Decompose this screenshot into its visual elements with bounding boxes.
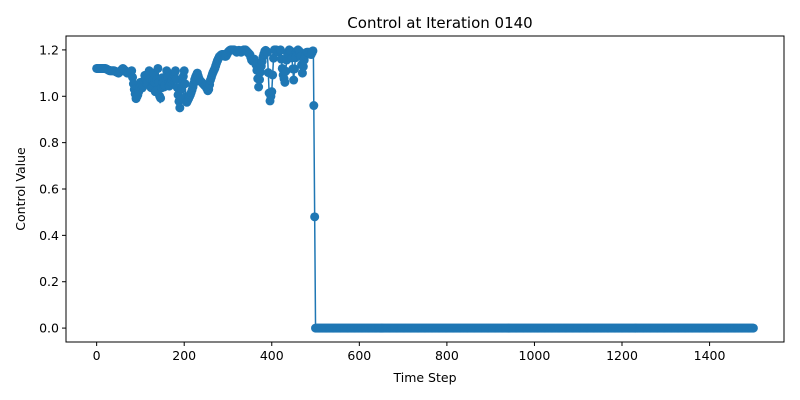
y-tick-label: 1.2 <box>39 42 59 57</box>
data-point <box>748 323 758 333</box>
data-point <box>153 63 163 73</box>
data-point <box>262 47 272 57</box>
data-point <box>308 46 318 56</box>
data-point <box>180 79 190 89</box>
y-tick-label: 0.4 <box>39 228 59 243</box>
x-axis-title: Time Step <box>392 370 456 385</box>
data-point <box>280 77 290 87</box>
x-axis: 0 200 400 600 800 1000 1200 1400 <box>93 342 726 363</box>
y-axis: 0.0 0.2 0.4 0.6 0.8 1.0 1.2 <box>39 42 66 336</box>
data-point <box>255 75 265 85</box>
plot-area <box>92 45 758 333</box>
data-point <box>276 45 286 55</box>
data-point <box>309 101 319 111</box>
x-tick-label: 600 <box>347 348 371 363</box>
y-tick-label: 1.0 <box>39 89 59 104</box>
y-axis-title: Control Value <box>13 147 28 231</box>
data-point <box>290 64 300 74</box>
data-point <box>179 66 189 76</box>
y-tick-label: 0.0 <box>39 321 59 336</box>
data-point <box>267 87 277 97</box>
data-point <box>310 212 320 222</box>
y-tick-label: 0.8 <box>39 135 59 150</box>
data-point <box>289 75 299 85</box>
data-point <box>281 66 291 76</box>
y-tick-label: 0.6 <box>39 182 59 197</box>
y-tick-label: 0.2 <box>39 274 59 289</box>
chart-title: Control at Iteration 0140 <box>347 14 532 32</box>
series-markers <box>92 45 758 333</box>
x-tick-label: 1400 <box>694 348 726 363</box>
x-tick-label: 200 <box>172 348 196 363</box>
x-tick-label: 1000 <box>519 348 551 363</box>
x-tick-label: 400 <box>260 348 284 363</box>
data-point <box>156 93 166 103</box>
x-tick-label: 800 <box>435 348 459 363</box>
data-point <box>269 53 279 63</box>
x-tick-label: 1200 <box>606 348 638 363</box>
data-point <box>268 70 278 80</box>
data-point <box>254 82 264 92</box>
x-tick-label: 0 <box>93 348 101 363</box>
data-point <box>175 103 185 113</box>
data-point <box>170 66 180 76</box>
